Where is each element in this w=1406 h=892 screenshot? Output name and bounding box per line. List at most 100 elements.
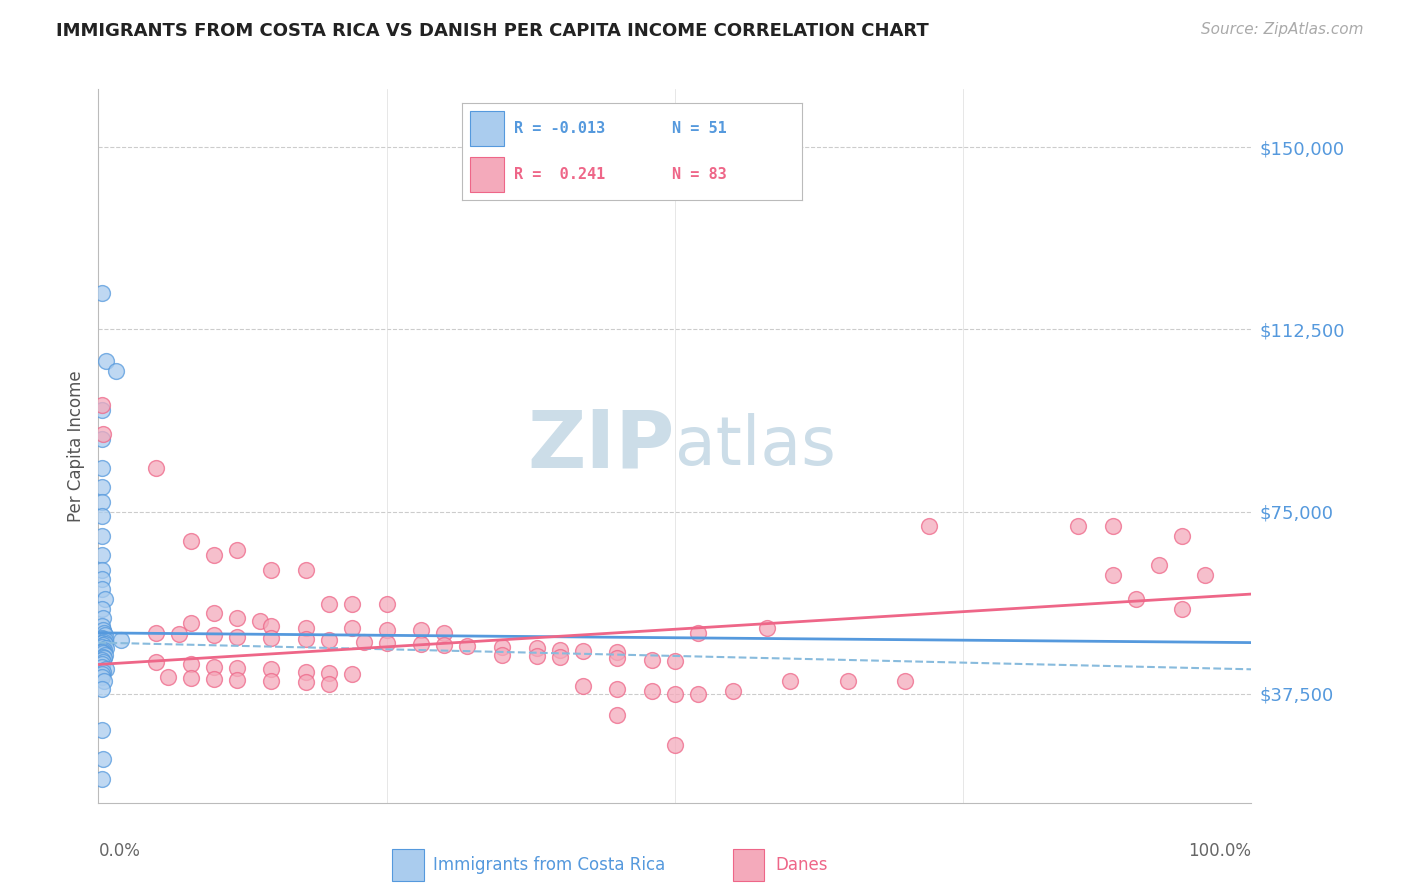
Point [491, 648, 513, 662]
Text: IMMIGRANTS FROM COSTA RICA VS DANISH PER CAPITA INCOME CORRELATION CHART: IMMIGRANTS FROM COSTA RICA VS DANISH PER… [56, 22, 929, 40]
Point [93, 651, 115, 665]
Point [548, 650, 571, 665]
Point [318, 677, 340, 691]
Point [295, 632, 318, 646]
Point [641, 652, 664, 666]
Text: 100.0%: 100.0% [1188, 842, 1251, 860]
Point [202, 628, 225, 642]
Point [375, 597, 398, 611]
Point [491, 640, 513, 655]
Point [526, 649, 548, 664]
Point [90, 398, 112, 412]
Point [571, 644, 593, 658]
Point [90, 670, 112, 684]
Point [90, 582, 112, 597]
Point [180, 533, 202, 548]
Point [91, 632, 114, 646]
Point [260, 631, 283, 645]
Point [91, 665, 114, 679]
Point [686, 687, 709, 701]
Point [721, 684, 744, 698]
Point [664, 687, 686, 701]
Point [180, 671, 202, 685]
Y-axis label: Per Capita Income: Per Capita Income [66, 370, 84, 522]
Point [606, 651, 628, 665]
Point [94, 636, 117, 650]
Point [90, 657, 112, 672]
Point [202, 607, 225, 621]
Point [145, 460, 167, 475]
Point [94, 591, 117, 606]
Point [90, 509, 112, 524]
Point [91, 752, 114, 766]
Point [837, 674, 859, 689]
Point [433, 626, 456, 640]
Point [225, 543, 247, 558]
Point [894, 674, 917, 689]
Point [318, 665, 340, 680]
Point [167, 627, 190, 641]
Point [90, 645, 112, 659]
Point [779, 674, 801, 689]
Point [90, 432, 112, 446]
Text: Source: ZipAtlas.com: Source: ZipAtlas.com [1201, 22, 1364, 37]
Point [156, 670, 179, 684]
Point [94, 628, 117, 642]
Point [90, 529, 112, 543]
Point [340, 621, 363, 635]
Point [664, 654, 686, 668]
Point [90, 723, 112, 737]
Point [90, 667, 112, 681]
Point [225, 611, 247, 625]
Point [90, 601, 112, 615]
Point [1171, 529, 1194, 543]
Text: atlas: atlas [675, 413, 835, 479]
Point [91, 638, 114, 652]
Point [1102, 519, 1125, 533]
Point [90, 635, 112, 649]
Point [202, 672, 225, 686]
Point [90, 286, 112, 301]
Point [1067, 519, 1090, 533]
Point [90, 495, 112, 509]
Point [225, 673, 247, 688]
Point [260, 662, 283, 676]
Point [1147, 558, 1170, 572]
Point [571, 679, 593, 693]
Point [548, 643, 571, 657]
Point [641, 684, 664, 698]
Point [295, 665, 318, 679]
Point [433, 638, 456, 652]
Point [353, 634, 375, 648]
Point [93, 626, 115, 640]
Point [90, 618, 112, 632]
Point [375, 624, 398, 638]
Point [1125, 591, 1147, 606]
Point [91, 644, 114, 658]
Text: ZIP: ZIP [527, 407, 675, 485]
Point [90, 631, 112, 645]
Point [93, 643, 115, 657]
Point [260, 563, 283, 577]
Point [104, 364, 127, 378]
Point [90, 652, 112, 666]
Point [202, 660, 225, 674]
Point [295, 621, 318, 635]
Point [606, 645, 628, 659]
Point [411, 636, 433, 650]
Point [93, 634, 115, 648]
Point [91, 611, 114, 625]
Point [756, 621, 779, 635]
Point [295, 675, 318, 690]
Point [180, 657, 202, 672]
Point [90, 772, 112, 786]
Point [90, 480, 112, 494]
Point [93, 674, 115, 689]
Point [225, 630, 247, 644]
Point [1194, 567, 1216, 582]
Point [526, 641, 548, 656]
Point [411, 624, 433, 638]
Point [94, 633, 117, 648]
Point [90, 548, 112, 562]
Point [91, 624, 114, 638]
